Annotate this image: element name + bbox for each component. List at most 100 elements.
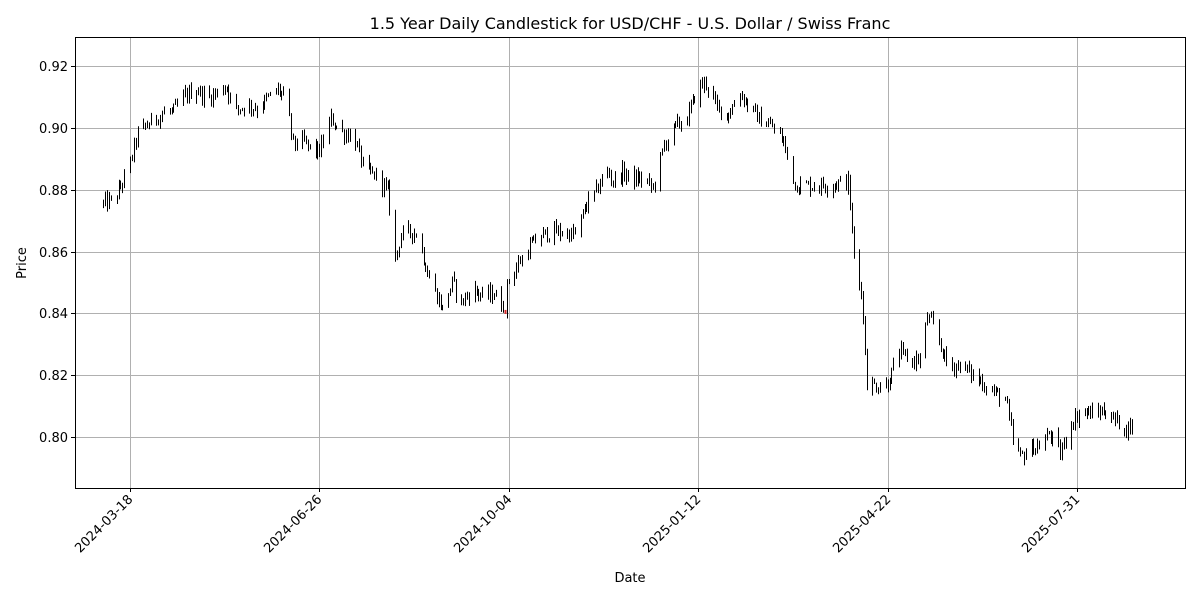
candle-body: [980, 380, 981, 382]
candle-body: [388, 184, 389, 186]
candle-body: [641, 176, 642, 182]
candle-body: [730, 113, 731, 118]
candle-body: [369, 159, 370, 167]
candle-body: [744, 95, 745, 104]
candle-body: [651, 179, 652, 187]
candle-body: [848, 176, 849, 189]
candle-body: [660, 153, 661, 187]
candle-body: [242, 108, 243, 111]
candle-body: [799, 191, 800, 193]
candle-body: [1026, 454, 1027, 460]
candle-body: [880, 387, 881, 391]
candle-body: [151, 115, 152, 126]
candle-body: [571, 229, 572, 241]
candle-body: [827, 190, 828, 192]
candle-body: [270, 92, 271, 96]
candle-body: [467, 295, 468, 297]
candle-body: [770, 122, 771, 124]
candle-body: [200, 88, 201, 94]
candle-body: [621, 174, 622, 182]
candle-body: [861, 285, 862, 294]
candle-body: [374, 171, 375, 179]
candle-body: [496, 291, 497, 297]
candle-body: [1024, 453, 1025, 460]
candle-body: [122, 185, 123, 187]
candle-body: [795, 183, 796, 186]
candle-body: [1130, 421, 1131, 435]
candle-body: [103, 201, 104, 204]
candle-body: [969, 366, 970, 370]
candle-body: [609, 170, 610, 177]
candle-body: [317, 144, 318, 154]
candle-body: [304, 135, 305, 140]
candle-body: [522, 256, 523, 264]
candle-body: [1071, 425, 1072, 444]
candle-body: [785, 141, 786, 148]
candle-body: [753, 106, 754, 109]
candle-body: [1009, 403, 1010, 416]
candle-body: [319, 144, 320, 156]
y-tick-label: 0.86: [39, 246, 68, 261]
candle-body: [280, 86, 281, 94]
candle-body: [814, 188, 815, 190]
candle-body: [607, 170, 608, 176]
candle-body: [545, 229, 546, 231]
candle-body: [634, 170, 635, 185]
candle-body: [249, 103, 250, 112]
candle-body: [111, 196, 112, 198]
candle-body: [693, 96, 694, 104]
candle-body: [424, 248, 425, 264]
candle-body: [329, 121, 330, 143]
candle-body: [941, 341, 942, 349]
candle-body: [602, 175, 603, 185]
candle-body: [257, 109, 258, 112]
candle-body: [677, 118, 678, 122]
candle-body: [1115, 414, 1116, 420]
candle-body: [514, 274, 515, 282]
candle-body: [238, 105, 239, 110]
candle-body: [1090, 408, 1091, 418]
candle-body: [575, 232, 576, 234]
candle-body: [465, 295, 466, 304]
candle-body: [666, 143, 667, 148]
candle-body: [164, 111, 165, 115]
candle-body: [596, 184, 597, 191]
candle-body: [263, 106, 264, 112]
candle-body: [812, 188, 813, 191]
candle-body: [335, 124, 336, 128]
candle-body: [888, 381, 889, 389]
candle-body: [706, 80, 707, 88]
candle-body: [655, 186, 656, 188]
candle-body: [890, 383, 891, 389]
candle-body: [535, 236, 536, 243]
candle-body: [996, 389, 997, 392]
candle-body: [448, 295, 449, 306]
candle-body: [967, 364, 968, 370]
candle-body: [477, 286, 478, 293]
candle-body: [1064, 439, 1065, 449]
candle-body: [954, 366, 955, 373]
candle-body: [283, 90, 284, 93]
candle-body: [1126, 425, 1127, 434]
candle-body: [854, 227, 855, 255]
candle-body: [787, 147, 788, 157]
candle-body: [944, 350, 945, 358]
candle-body: [175, 102, 176, 105]
candle-body: [626, 175, 627, 179]
candle-body: [149, 125, 150, 127]
candle-body: [1111, 418, 1112, 420]
candle-body: [223, 89, 224, 93]
candle-body: [295, 136, 296, 146]
candle-body: [846, 177, 847, 189]
candle-body: [927, 316, 928, 326]
candle-body: [156, 115, 157, 122]
candle-body: [1020, 450, 1021, 453]
candle-body: [281, 92, 282, 94]
candle-body: [1073, 425, 1074, 427]
candle-body: [323, 140, 324, 143]
candle-body: [747, 100, 748, 109]
candle-body: [501, 291, 502, 311]
candle-body: [361, 146, 362, 164]
candle-body: [611, 176, 612, 182]
candle-body: [1051, 432, 1052, 440]
